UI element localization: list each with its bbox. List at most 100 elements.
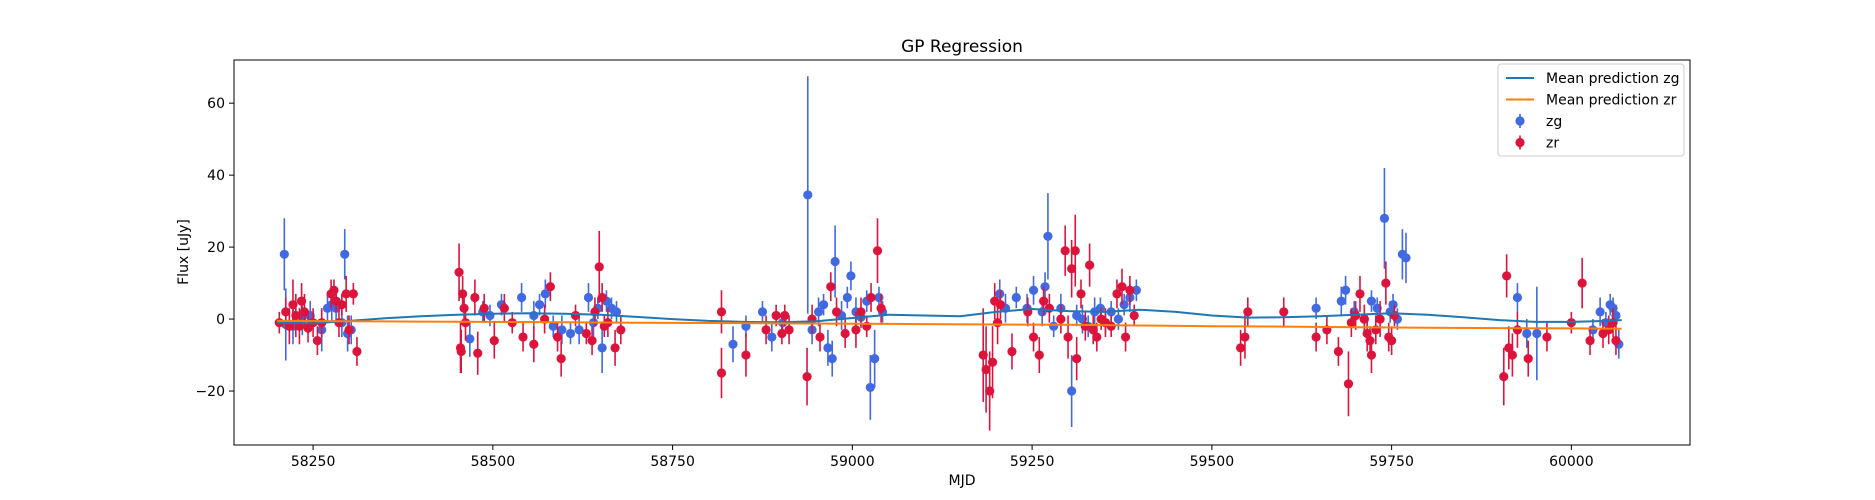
data-point [545, 282, 555, 292]
data-point [1236, 343, 1246, 353]
data-point [594, 262, 604, 272]
data-point [565, 328, 576, 339]
data-point [1067, 386, 1077, 396]
data-point [1112, 289, 1122, 299]
data-point [1311, 332, 1321, 342]
data-point [840, 328, 850, 339]
data-point [826, 282, 836, 292]
data-point [872, 246, 883, 256]
legend-box [1497, 63, 1685, 157]
y-tick-label: 20 [207, 240, 225, 256]
data-point [1011, 292, 1021, 303]
data-point [846, 271, 856, 281]
x-axis-label: MJD [949, 473, 976, 489]
data-point [815, 332, 825, 342]
data-point [1346, 318, 1356, 328]
data-point [1028, 285, 1039, 295]
data-point [1532, 328, 1542, 339]
legend-entry: zr [1515, 135, 1559, 152]
data-point [1388, 300, 1398, 310]
chart-title: GP Regression [901, 37, 1023, 57]
y-axis-label: Flux [uJy] [176, 219, 192, 285]
data-point [1106, 321, 1116, 331]
data-point [1034, 350, 1044, 360]
data-point [1343, 379, 1354, 389]
y-tick-label: 60 [207, 96, 225, 112]
data-series [274, 76, 1624, 431]
data-point [981, 364, 991, 375]
data-point [1401, 253, 1411, 263]
data-point [1366, 296, 1377, 306]
data-point [352, 346, 362, 357]
data-point [1043, 231, 1053, 241]
data-point [459, 303, 469, 313]
data-point [581, 328, 591, 339]
data-point [1522, 328, 1532, 339]
data-point [1113, 314, 1123, 324]
legend-entry: zg [1515, 114, 1562, 130]
data-point [529, 339, 539, 349]
data-point [597, 292, 607, 303]
data-point [1340, 285, 1351, 295]
data-point [831, 307, 842, 317]
legend-entry: Mean prediction zg [1506, 71, 1680, 87]
data-point [1512, 325, 1523, 335]
data-point [518, 332, 528, 342]
data-point [1040, 282, 1050, 292]
data-point [1577, 278, 1587, 288]
x-tick-label: 59750 [1369, 454, 1414, 470]
data-point [995, 300, 1006, 310]
y-tick-label: 0 [216, 312, 225, 328]
data-point [1365, 336, 1375, 346]
data-point [529, 310, 539, 321]
data-point [1542, 332, 1552, 342]
data-point [517, 292, 527, 303]
data-point [1117, 282, 1127, 292]
data-point [1604, 325, 1614, 335]
data-point [827, 354, 837, 364]
legend-label: Mean prediction zr [1546, 93, 1677, 109]
data-point [548, 321, 558, 331]
data-point [992, 318, 1003, 328]
data-point [1333, 346, 1344, 357]
legend-label: Mean prediction zg [1546, 71, 1680, 87]
data-point [1389, 310, 1400, 321]
x-tick-label: 58500 [471, 454, 516, 470]
data-point [1060, 246, 1070, 256]
data-point [552, 332, 563, 342]
data-point [784, 325, 794, 335]
data-point [1611, 336, 1621, 346]
data-point [716, 368, 727, 378]
data-point [348, 289, 358, 299]
data-point [866, 292, 876, 303]
data-point [1120, 332, 1131, 342]
mean-prediction-lines [277, 307, 1622, 330]
data-point [1379, 213, 1390, 223]
data-point [1355, 289, 1365, 299]
data-point [557, 325, 567, 335]
data-point [1056, 314, 1066, 324]
data-point [341, 289, 351, 299]
data-point [1504, 343, 1514, 353]
data-point [540, 289, 550, 299]
data-point [813, 307, 824, 317]
data-point [728, 339, 738, 349]
data-point [281, 307, 291, 317]
legend-entry: Mean prediction zr [1506, 93, 1677, 109]
data-point [830, 256, 840, 267]
data-point [1007, 346, 1017, 357]
data-point [610, 343, 620, 353]
data-point [1067, 264, 1077, 274]
data-point [818, 300, 829, 310]
data-point [344, 325, 354, 335]
data-point [987, 357, 998, 367]
x-tick-label: 59000 [830, 454, 875, 470]
legend-marker-swatch [1515, 137, 1525, 148]
data-point [479, 303, 489, 313]
y-tick-label: −20 [195, 384, 225, 400]
data-point [1507, 350, 1518, 360]
data-point [757, 307, 768, 317]
data-point [865, 382, 875, 393]
data-point [597, 343, 607, 353]
